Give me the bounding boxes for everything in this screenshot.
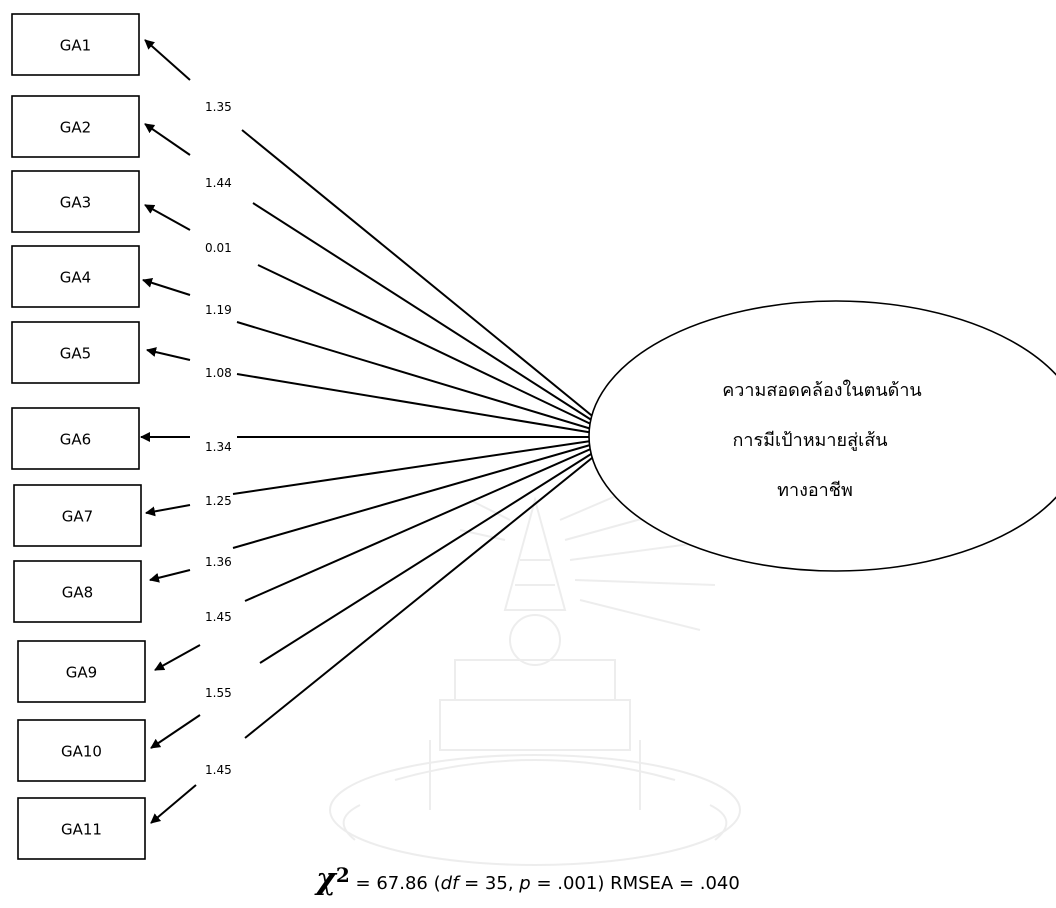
loading-ga9: 1.45 — [205, 610, 232, 624]
arrow-ga9 — [154, 644, 201, 671]
path-line-ga2 — [252, 202, 619, 438]
chi-square-exponent: 2 — [335, 863, 350, 887]
df-value: = 35, — [458, 873, 520, 894]
latent-factor: ความสอดคล้องในตนด้าน การมีเป้าหมายสู่เส้… — [588, 300, 1056, 572]
latent-line-3: ทางอาชีพ — [777, 480, 853, 501]
path-line-ga7 — [232, 436, 619, 495]
loading-paths — [140, 39, 619, 824]
indicator-box-ga9 — [17, 640, 146, 703]
loading-ga10: 1.55 — [205, 686, 232, 700]
arrow-ga1 — [144, 39, 191, 81]
indicator-box-ga6 — [11, 407, 140, 470]
indicator-box-ga8 — [13, 560, 142, 623]
chi-square-value: = 67.86 ( — [349, 873, 441, 894]
watermark-seal — [329, 459, 741, 866]
loading-ga11: 1.45 — [205, 763, 232, 777]
latent-ellipse — [588, 300, 1056, 572]
indicator-label-ga8: GA8 — [62, 584, 93, 602]
loading-ga6: 1.34 — [205, 440, 232, 454]
indicator-label-ga2: GA2 — [60, 119, 91, 137]
p-and-rmsea-value: = .001) RMSEA = .040 — [530, 873, 740, 894]
arrow-ga3 — [144, 204, 191, 231]
chi-square-symbol: χ — [316, 862, 336, 897]
arrow-ga10 — [150, 714, 201, 749]
indicator-label-ga11: GA11 — [61, 821, 102, 839]
indicator-label-ga4: GA4 — [60, 269, 91, 287]
indicator-label-ga5: GA5 — [60, 345, 91, 363]
indicator-boxes: GA1 GA2 GA3 GA4 GA5 GA6 GA7 GA8 GA9 GA10 GA11 — [11, 13, 146, 860]
loading-ga1: 1.35 — [205, 100, 232, 114]
arrow-ga2 — [144, 123, 191, 156]
indicator-label-ga7: GA7 — [62, 508, 93, 526]
path-line-ga9 — [244, 436, 619, 602]
path-line-ga4 — [236, 321, 619, 438]
path-line-ga3 — [257, 264, 619, 438]
indicator-label-ga3: GA3 — [60, 194, 91, 212]
loading-labels: 1.35 1.44 0.01 1.19 1.08 1.34 1.25 1.36 1.45 1.55… — [205, 100, 232, 777]
indicator-label-ga10: GA10 — [61, 743, 102, 761]
indicator-box-ga3 — [11, 170, 140, 233]
indicator-box-ga5 — [11, 321, 140, 384]
loading-ga4: 1.19 — [205, 303, 232, 317]
arrow-ga4 — [142, 277, 191, 296]
path-line-ga5 — [236, 373, 619, 438]
path-line-ga10 — [259, 436, 619, 664]
indicator-box-ga7 — [13, 484, 142, 547]
arrow-ga7 — [145, 504, 191, 517]
indicator-label-ga1: GA1 — [60, 37, 91, 55]
indicator-box-ga11 — [17, 797, 146, 860]
indicator-box-ga10 — [17, 719, 146, 782]
path-line-ga8 — [232, 436, 619, 549]
indicator-box-ga4 — [11, 245, 140, 308]
path-line-ga11 — [244, 436, 619, 739]
indicator-box-ga2 — [11, 95, 140, 158]
loading-ga8: 1.36 — [205, 555, 232, 569]
df-label: df — [440, 873, 459, 894]
path-line-ga1 — [241, 129, 619, 438]
fit-statistics: χ2 = 67.86 (df = 35, p = .001) RMSEA = .… — [0, 862, 1056, 897]
loading-ga7: 1.25 — [205, 494, 232, 508]
arrow-ga5 — [146, 347, 191, 361]
p-label: p — [519, 873, 531, 894]
loading-ga5: 1.08 — [205, 366, 232, 380]
indicator-box-ga1 — [11, 13, 140, 76]
arrow-ga8 — [149, 569, 191, 583]
latent-line-2: การมีเป้าหมายสู่เส้น — [732, 430, 887, 451]
indicator-label-ga9: GA9 — [66, 664, 97, 682]
loading-ga2: 1.44 — [205, 176, 232, 190]
latent-line-1: ความสอดคล้องในตนด้าน — [722, 379, 921, 401]
arrow-ga11 — [150, 784, 197, 824]
indicator-label-ga6: GA6 — [60, 431, 91, 449]
loading-ga3: 0.01 — [205, 241, 232, 255]
